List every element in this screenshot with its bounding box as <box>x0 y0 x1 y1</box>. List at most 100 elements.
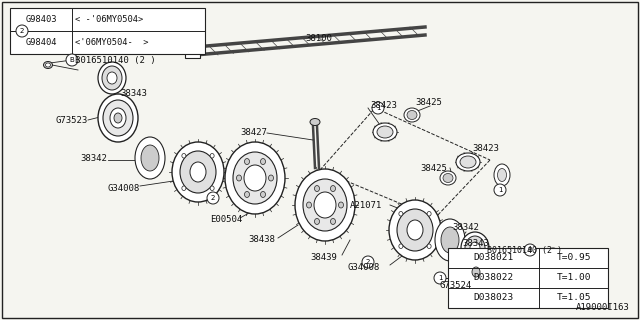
Ellipse shape <box>497 169 506 181</box>
Text: A21071: A21071 <box>350 201 382 210</box>
Text: G73524: G73524 <box>440 281 472 290</box>
Ellipse shape <box>389 200 441 260</box>
Ellipse shape <box>45 63 51 67</box>
Text: 38427: 38427 <box>240 127 267 137</box>
Ellipse shape <box>180 151 216 193</box>
Text: D038023: D038023 <box>474 293 514 302</box>
Bar <box>448 248 608 308</box>
Text: 38439: 38439 <box>310 253 337 262</box>
Ellipse shape <box>330 219 335 224</box>
Ellipse shape <box>407 110 417 119</box>
Text: 38342: 38342 <box>452 223 479 233</box>
Ellipse shape <box>427 244 431 249</box>
Ellipse shape <box>330 186 335 192</box>
Ellipse shape <box>44 61 52 68</box>
Ellipse shape <box>303 179 347 231</box>
Text: G73523: G73523 <box>55 116 87 124</box>
Ellipse shape <box>295 169 355 241</box>
Text: T=1.05: T=1.05 <box>556 293 591 302</box>
Text: < -'06MY0504>: < -'06MY0504> <box>76 15 143 24</box>
Text: B: B <box>527 247 532 253</box>
Ellipse shape <box>461 254 491 290</box>
Text: G98403: G98403 <box>26 15 57 24</box>
Ellipse shape <box>407 220 423 240</box>
Ellipse shape <box>548 248 558 256</box>
Ellipse shape <box>141 145 159 171</box>
Ellipse shape <box>456 153 480 171</box>
Ellipse shape <box>339 202 344 208</box>
Text: E00504: E00504 <box>210 215 243 225</box>
Circle shape <box>524 244 536 256</box>
Ellipse shape <box>494 164 510 186</box>
Ellipse shape <box>307 202 312 208</box>
Ellipse shape <box>427 212 431 216</box>
Text: 2: 2 <box>366 259 370 265</box>
Ellipse shape <box>465 236 485 260</box>
Text: 1: 1 <box>376 105 380 111</box>
Ellipse shape <box>399 244 403 249</box>
Text: B016510140 (2 ): B016510140 (2 ) <box>75 55 156 65</box>
Text: 38423: 38423 <box>370 100 397 109</box>
Ellipse shape <box>114 113 122 123</box>
Ellipse shape <box>190 162 206 182</box>
Ellipse shape <box>225 142 285 214</box>
Ellipse shape <box>110 108 126 128</box>
Ellipse shape <box>441 227 459 253</box>
Text: 38438: 38438 <box>248 236 275 244</box>
Ellipse shape <box>460 156 476 168</box>
Ellipse shape <box>314 186 319 192</box>
Ellipse shape <box>260 158 266 164</box>
Ellipse shape <box>107 72 117 84</box>
Ellipse shape <box>269 175 273 181</box>
Ellipse shape <box>435 219 465 261</box>
Ellipse shape <box>310 118 320 125</box>
Text: <'06MY0504-  >: <'06MY0504- > <box>76 38 149 47</box>
Ellipse shape <box>210 154 214 158</box>
Bar <box>185 42 200 58</box>
Text: 38343: 38343 <box>462 239 489 249</box>
Text: 2: 2 <box>20 28 24 34</box>
Ellipse shape <box>210 186 214 190</box>
Ellipse shape <box>233 152 277 204</box>
Ellipse shape <box>98 94 138 142</box>
Text: 2: 2 <box>211 195 215 201</box>
Ellipse shape <box>443 173 453 182</box>
Text: 38342: 38342 <box>80 154 107 163</box>
Text: 1: 1 <box>438 275 442 281</box>
Circle shape <box>494 184 506 196</box>
Ellipse shape <box>377 126 393 138</box>
Ellipse shape <box>237 175 241 181</box>
Text: B016510140 (2 ): B016510140 (2 ) <box>487 245 562 254</box>
Text: G34008: G34008 <box>348 263 380 273</box>
Circle shape <box>372 102 384 114</box>
Ellipse shape <box>103 100 133 136</box>
Circle shape <box>16 25 28 37</box>
Text: 38423: 38423 <box>472 143 499 153</box>
Ellipse shape <box>102 66 122 90</box>
Ellipse shape <box>550 250 556 254</box>
Text: 1: 1 <box>498 187 502 193</box>
Ellipse shape <box>440 171 456 185</box>
Text: 38343: 38343 <box>120 89 147 98</box>
Ellipse shape <box>98 62 126 94</box>
Ellipse shape <box>244 158 250 164</box>
Text: T=0.95: T=0.95 <box>556 253 591 262</box>
Text: D038022: D038022 <box>474 274 514 283</box>
Ellipse shape <box>260 191 266 197</box>
Ellipse shape <box>244 191 250 197</box>
Text: T=1.00: T=1.00 <box>556 274 591 283</box>
Ellipse shape <box>404 108 420 122</box>
Text: 38425: 38425 <box>415 98 442 107</box>
Text: D038021: D038021 <box>474 253 514 262</box>
Circle shape <box>434 272 446 284</box>
Text: G34008: G34008 <box>108 183 140 193</box>
Text: A19000I163: A19000I163 <box>576 303 630 313</box>
Bar <box>10 8 205 54</box>
Ellipse shape <box>135 137 165 179</box>
Ellipse shape <box>399 212 403 216</box>
Ellipse shape <box>314 192 336 218</box>
Text: B: B <box>70 57 74 63</box>
Ellipse shape <box>244 165 266 191</box>
Ellipse shape <box>182 154 186 158</box>
Circle shape <box>66 54 78 66</box>
